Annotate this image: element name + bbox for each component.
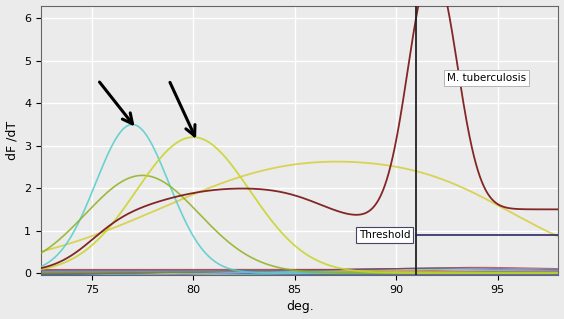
Text: Threshold: Threshold: [359, 230, 410, 240]
X-axis label: deg.: deg.: [286, 300, 314, 314]
Y-axis label: dF /dT: dF /dT: [6, 121, 19, 160]
Text: M. tuberculosis: M. tuberculosis: [447, 73, 526, 83]
